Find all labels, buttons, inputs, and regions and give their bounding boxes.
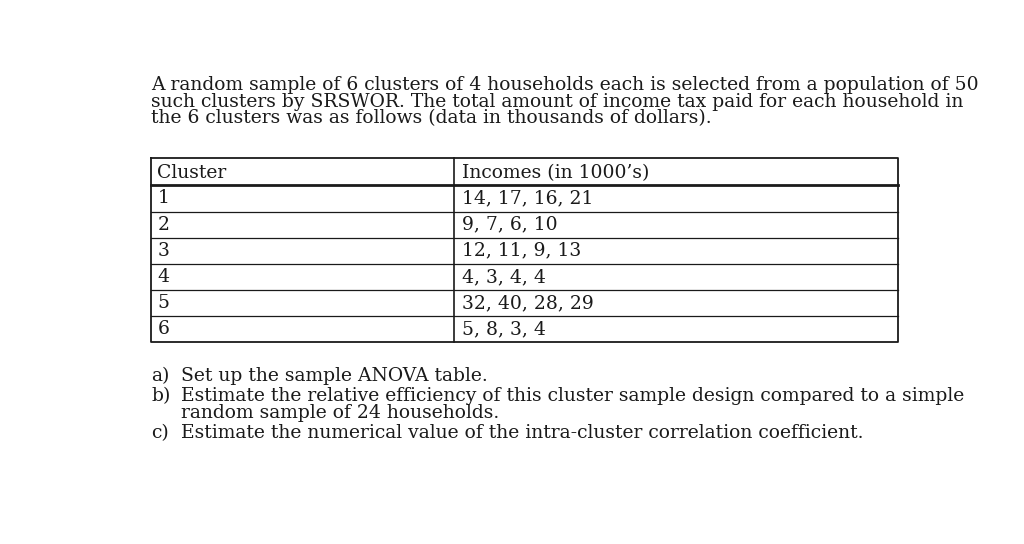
Text: such clusters by SRSWOR. The total amount of income tax paid for each household : such clusters by SRSWOR. The total amoun… (152, 92, 964, 110)
Text: Estimate the relative efficiency of this cluster sample design compared to a sim: Estimate the relative efficiency of this… (180, 387, 964, 405)
Text: 5, 8, 3, 4: 5, 8, 3, 4 (462, 320, 546, 338)
Text: the 6 clusters was as follows (data in thousands of dollars).: the 6 clusters was as follows (data in t… (152, 109, 712, 127)
Text: 4, 3, 4, 4: 4, 3, 4, 4 (462, 268, 546, 286)
Text: Estimate the numerical value of the intra-cluster correlation coefficient.: Estimate the numerical value of the intr… (180, 424, 863, 442)
Text: Incomes (in 1000’s): Incomes (in 1000’s) (462, 164, 649, 182)
Text: 14, 17, 16, 21: 14, 17, 16, 21 (462, 189, 593, 207)
Text: 6: 6 (158, 320, 169, 338)
Text: 5: 5 (158, 294, 169, 312)
Text: 9, 7, 6, 10: 9, 7, 6, 10 (462, 215, 557, 234)
Text: 2: 2 (158, 215, 169, 234)
Text: 1: 1 (158, 189, 169, 207)
Text: c): c) (152, 424, 169, 442)
Text: random sample of 24 households.: random sample of 24 households. (180, 404, 499, 422)
Text: a): a) (152, 367, 170, 385)
Text: Set up the sample ANOVA table.: Set up the sample ANOVA table. (180, 367, 487, 385)
Text: A random sample of 6 clusters of 4 households each is selected from a population: A random sample of 6 clusters of 4 house… (152, 76, 979, 94)
Text: 32, 40, 28, 29: 32, 40, 28, 29 (462, 294, 593, 312)
Text: 3: 3 (158, 242, 169, 260)
Text: 12, 11, 9, 13: 12, 11, 9, 13 (462, 242, 581, 260)
Text: Cluster: Cluster (158, 164, 226, 182)
Text: b): b) (152, 387, 171, 405)
Text: 4: 4 (158, 268, 169, 286)
